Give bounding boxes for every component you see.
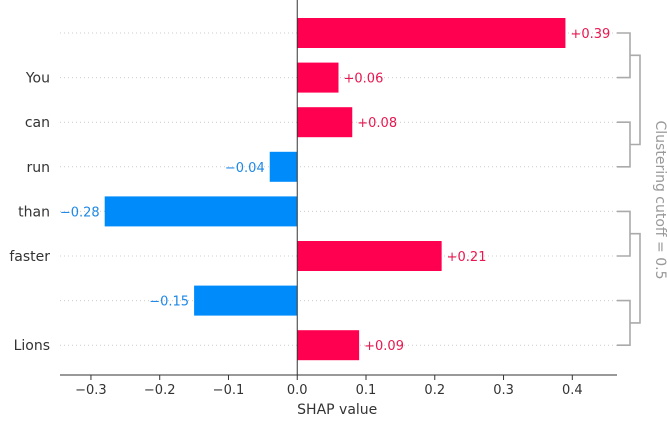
category-labels: You can run than faster Lions [9,71,50,355]
x-tick-label: 0.4 [562,383,583,398]
bar [297,241,442,271]
clustering-cutoff-label: Clustering cutoff = 0.5 [652,121,667,280]
x-tick-label: 0.2 [424,383,445,398]
clustering-dendrogram [617,32,641,346]
category-label: can [25,115,50,131]
dendrogram-link [630,54,641,146]
x-tick-label: −0.2 [144,383,176,398]
x-tick-label: 0.3 [493,383,514,398]
dendrogram-link [617,299,631,346]
x-tick-label: 0.0 [287,383,308,398]
x-axis: −0.3 −0.2 −0.1 0.0 0.1 0.2 0.3 0.4 [60,374,617,398]
value-label: −0.28 [60,205,100,220]
bars [104,18,566,361]
dendrogram-link [617,121,631,168]
x-tick-label: −0.3 [75,383,107,398]
value-label: −0.04 [225,161,265,176]
category-label: faster [9,249,50,265]
x-tick-label: 0.1 [356,383,377,398]
dendrogram-link [617,32,631,79]
row-gridlines [60,32,617,346]
bar [297,107,353,138]
dendrogram-link [617,210,631,257]
x-axis-label: SHAP value [297,402,377,418]
category-label: You [25,71,50,87]
value-label: +0.21 [447,250,487,265]
category-label: Lions [14,338,50,354]
dendrogram-link [630,232,641,324]
value-label: +0.06 [344,72,384,87]
value-labels: +0.39 +0.06 +0.08 −0.04 −0.28 +0.21 −0.15 +0.09 [60,27,610,354]
category-label: run [26,160,50,176]
category-label: than [18,204,50,220]
bar [269,151,298,182]
value-label: +0.08 [357,116,397,131]
value-label: +0.09 [364,339,404,354]
bar [297,62,339,93]
value-label: −0.15 [149,295,189,310]
bar [297,330,360,361]
bar [104,196,298,227]
bar [194,285,298,316]
x-tick-label: −0.1 [213,383,245,398]
bar [297,18,566,48]
value-label: +0.39 [570,27,610,42]
